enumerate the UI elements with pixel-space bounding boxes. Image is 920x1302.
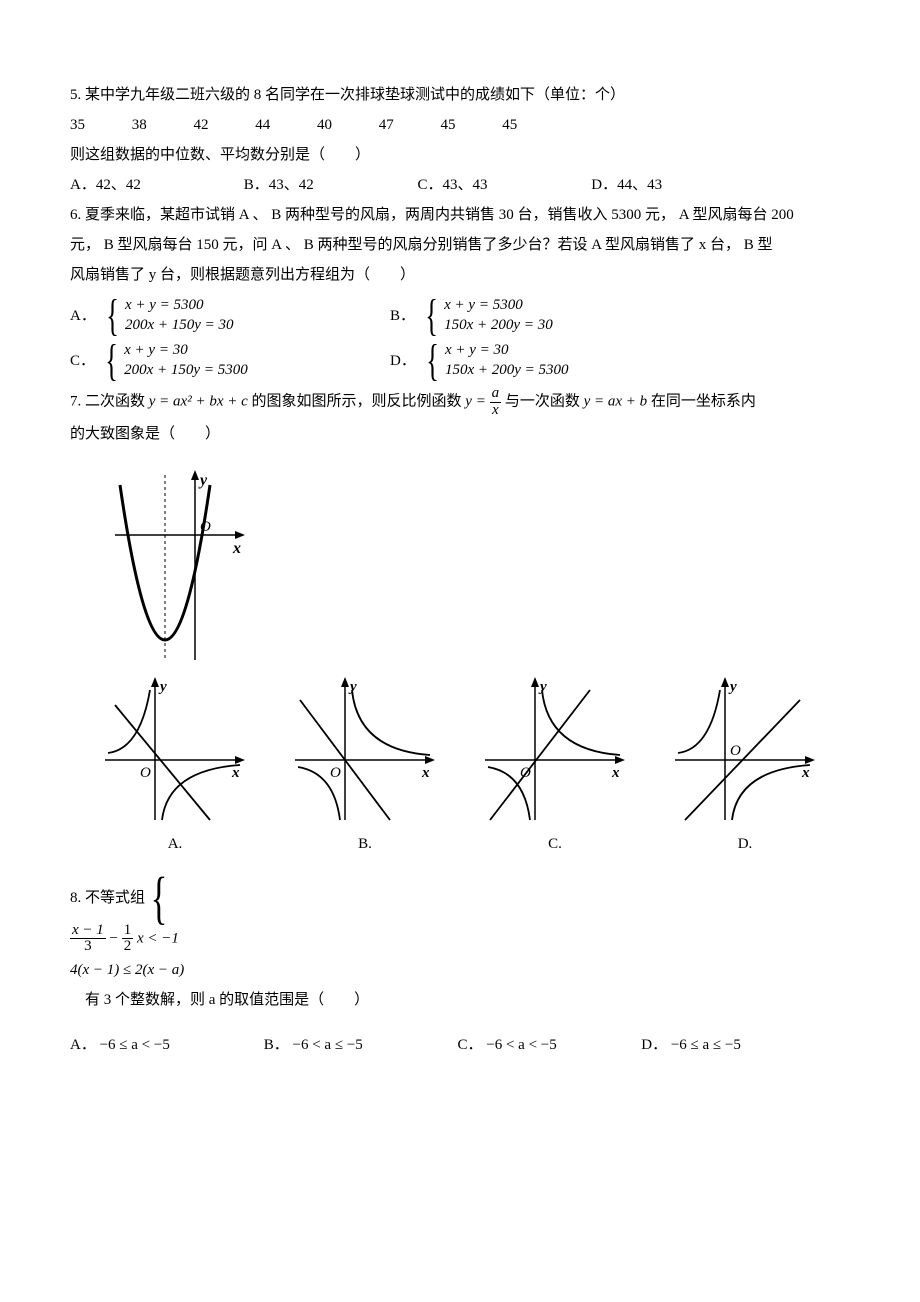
q8-row1: x − 13 − 12 x < −1	[70, 923, 850, 956]
q7-label-c: C.	[480, 829, 630, 859]
svg-text:x: x	[232, 540, 241, 557]
q5-d5: 47	[379, 110, 437, 140]
q8-choices: A． −6 ≤ a < −5 B． −6 < a ≤ −5 C． −6 < a …	[70, 1030, 850, 1060]
q6-choice-c: C． { x + y = 30 200x + 150y = 5300	[70, 341, 390, 380]
q7-frac-num: a	[490, 386, 502, 403]
q7-eq2: y = ax + b	[584, 394, 648, 410]
q5-choices: A．42、42 B．43、42 C．43、43 D．44、43	[70, 170, 850, 200]
svg-text:O: O	[330, 765, 341, 781]
q7-label-d: D.	[670, 829, 820, 859]
q6-c-eq1: x + y = 30	[124, 341, 248, 361]
q6-d-label: D．	[390, 346, 416, 376]
q6-d-eq2: 150x + 200y = 5300	[445, 361, 569, 381]
q7-post: 在同一坐标系内	[651, 394, 756, 410]
q7-line2: 的大致图象是（ ）	[70, 419, 850, 449]
svg-text:y: y	[538, 679, 547, 695]
q5-stem: 5. 某中学九年级二班六级的 8 名同学在一次排球垫球测试中的成绩如下（单位：个…	[70, 80, 850, 110]
svg-text:y: y	[198, 472, 208, 489]
q8-choice-a: A． −6 ≤ a < −5	[70, 1030, 260, 1060]
q5-d6: 45	[441, 110, 499, 140]
q7-eq1: y = ax² + bx + c	[149, 394, 248, 410]
svg-text:x: x	[801, 765, 810, 781]
q8-choice-b: B． −6 < a ≤ −5	[264, 1030, 454, 1060]
q7-option-a-graph: y x O	[100, 675, 250, 825]
brace-icon: {	[426, 342, 439, 380]
svg-text:x: x	[611, 765, 620, 781]
q6-row2: C． { x + y = 30 200x + 150y = 5300 D． { …	[70, 341, 850, 380]
q6-choice-a: A． { x + y = 5300 200x + 150y = 30	[70, 296, 390, 335]
svg-text:x: x	[421, 765, 430, 781]
q7-option-b-graph: y x O	[290, 675, 440, 825]
q6-c-eq2: 200x + 150y = 5300	[124, 361, 248, 381]
q7-label-b: B.	[290, 829, 440, 859]
q8-stem: 8. 不等式组 {	[70, 873, 850, 923]
q5-d7: 45	[502, 110, 560, 140]
svg-text:x: x	[231, 765, 240, 781]
q5-choice-b: B．43、42	[244, 170, 414, 200]
q7-options-row: y x O y x O y x O	[100, 675, 850, 825]
q6-b-eq1: x + y = 5300	[444, 296, 553, 316]
q6-row1: A． { x + y = 5300 200x + 150y = 30 B． { …	[70, 296, 850, 335]
q5-choice-c: C．43、43	[418, 170, 588, 200]
q7-option-labels: A. B. C. D.	[100, 829, 850, 859]
q7-option-d-graph: y x O	[670, 675, 820, 825]
q5-choice-d: D．44、43	[591, 170, 761, 200]
q6-b-label: B．	[390, 301, 415, 331]
q8-mid: 有 3 个整数解，则 a 的取值范围是（ ）	[70, 992, 369, 1008]
q5-d4: 40	[317, 110, 375, 140]
q6-a-eq1: x + y = 5300	[125, 296, 234, 316]
q6-line3: 风扇销售了 y 台，则根据题意列出方程组为（ ）	[70, 260, 850, 290]
q6-line2: 元， B 型风扇每台 150 元，问 A 、 B 两种型号的风扇分别销售了多少台…	[70, 230, 850, 260]
q7-label-a: A.	[100, 829, 250, 859]
q8-choice-c: C． −6 < a < −5	[458, 1030, 638, 1060]
q5-d2: 42	[194, 110, 252, 140]
svg-text:O: O	[520, 765, 531, 781]
q6-choice-d: D． { x + y = 30 150x + 200y = 5300	[390, 341, 710, 380]
q7-option-c-graph: y x O	[480, 675, 630, 825]
q6-a-label: A．	[70, 301, 96, 331]
q5-d1: 38	[132, 110, 190, 140]
q7-frac-y: y =	[465, 394, 489, 410]
q5-choice-a: A．42、42	[70, 170, 240, 200]
q8-row2: 4(x − 1) ≤ 2(x − a)	[70, 955, 850, 985]
q6-d-eq1: x + y = 30	[445, 341, 569, 361]
brace-icon: {	[105, 342, 118, 380]
brace-icon: {	[106, 297, 119, 335]
q5-d0: 35	[70, 110, 128, 140]
svg-text:O: O	[730, 743, 741, 759]
svg-text:y: y	[348, 679, 357, 695]
svg-text:O: O	[200, 519, 211, 535]
q8-pre: 8. 不等式组	[70, 883, 145, 913]
parabola-graph-icon: y x O	[100, 465, 250, 665]
brace-icon: {	[425, 297, 438, 335]
q6-b-eq2: 150x + 200y = 30	[444, 316, 553, 336]
q6-line1: 6. 夏季来临，某超市试销 A 、 B 两种型号的风扇，两周内共销售 30 台，…	[70, 200, 850, 230]
q5-tail: 则这组数据的中位数、平均数分别是（ ）	[70, 140, 850, 170]
q7-frac-den: x	[490, 403, 502, 419]
q6-a-eq2: 200x + 150y = 30	[125, 316, 234, 336]
q7-mid1: 的图象如图所示，则反比例函数	[252, 394, 466, 410]
q7-line1: 7. 二次函数 y = ax² + bx + c 的图象如图所示，则反比例函数 …	[70, 386, 850, 419]
q7-mid2: 与一次函数	[505, 394, 584, 410]
q8-choice-d: D． −6 ≤ a ≤ −5	[641, 1030, 811, 1060]
q6-choice-b: B． { x + y = 5300 150x + 200y = 30	[390, 296, 710, 335]
q7-pre: 7. 二次函数	[70, 394, 149, 410]
q7-frac: a x	[490, 386, 502, 419]
q5-d3: 44	[255, 110, 313, 140]
q5-data: 35 38 42 44 40 47 45 45	[70, 110, 850, 140]
svg-text:O: O	[140, 765, 151, 781]
brace-icon: {	[151, 873, 168, 923]
q6-c-label: C．	[70, 346, 95, 376]
svg-text:y: y	[728, 679, 737, 695]
q7-main-graph: y x O	[100, 465, 850, 665]
svg-text:y: y	[158, 679, 167, 695]
